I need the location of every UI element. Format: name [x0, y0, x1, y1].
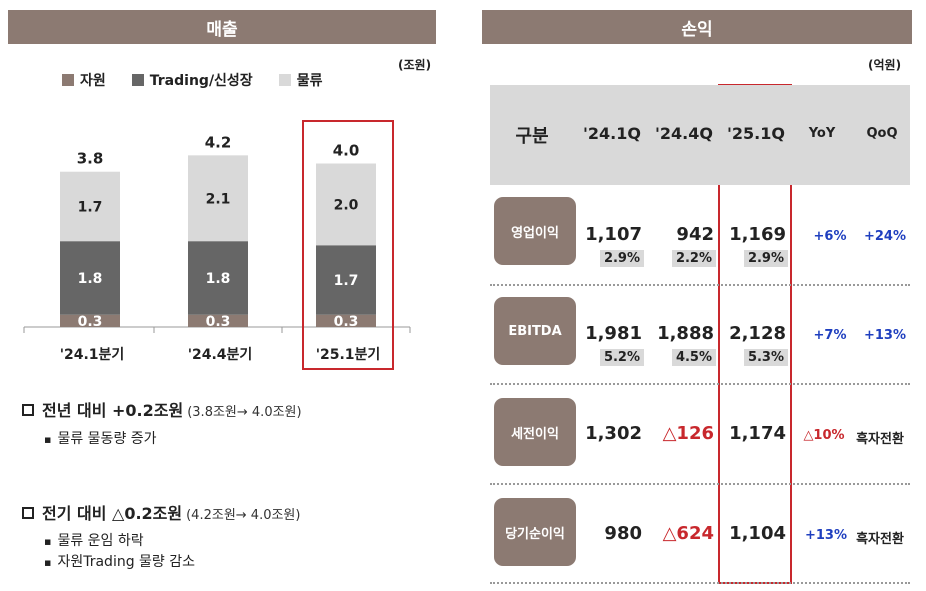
- bar-value-label: 1.7: [334, 273, 359, 289]
- cell-value: 1,174: [729, 423, 786, 444]
- bullet-title-yoy: 전년 대비 +0.2조원 (3.8조원→ 4.0조원): [22, 397, 302, 421]
- bar-value-label: 1.8: [78, 271, 103, 287]
- row-label-ebitda: EBITDA: [494, 297, 576, 365]
- cell-value: 980: [604, 523, 642, 544]
- chart-legend: 자원 Trading/신성장 물류: [62, 70, 322, 90]
- bullet-item: 물류 운임 하락: [44, 530, 143, 550]
- cell-margin: 2.9%: [599, 250, 644, 267]
- legend-label-trading: Trading/신성장: [149, 73, 253, 89]
- bar-segment: [316, 163, 376, 246]
- x-tick-label: '24.1분기: [60, 347, 125, 363]
- bar-total-label: 4.0: [333, 142, 360, 160]
- legend-item-trading: Trading/신성장: [131, 70, 253, 90]
- bar-total-label: 3.8: [77, 150, 104, 168]
- cell-value: 1,981: [585, 323, 642, 344]
- cell-value: 1,107: [585, 224, 642, 245]
- cell-yoy: +13%: [804, 528, 848, 543]
- col-header-24-1q: '24.1Q: [583, 124, 641, 143]
- cell-yoy: +6%: [813, 229, 847, 244]
- legend-item-resource: 자원: [62, 70, 106, 90]
- row-label-operating-profit: 영업이익: [494, 197, 576, 265]
- cell-qoq: 흑자전환: [856, 432, 904, 447]
- cell-value: 1,888: [657, 323, 714, 344]
- chart-highlight-box: [302, 120, 394, 370]
- row-label-net-income: 당기순이익: [494, 498, 576, 566]
- row-separator: [490, 284, 910, 286]
- bullet-title-qoq: 전기 대비 △0.2조원 (4.2조원→ 4.0조원): [22, 500, 300, 524]
- bar-segment: [188, 241, 248, 315]
- col-header-yoy: YoY: [808, 126, 836, 141]
- cell-value: 2,128: [729, 323, 786, 344]
- row-separator: [490, 483, 910, 485]
- legend-swatch-logistics: [278, 74, 291, 86]
- legend-item-logistics: 물류: [278, 70, 323, 90]
- pnl-unit: (억원): [868, 58, 902, 72]
- cell-value: △126: [662, 423, 714, 444]
- bullet-sub-yoy: (3.8조원→ 4.0조원): [187, 405, 302, 420]
- cell-value: 942: [676, 224, 714, 245]
- bullet-sub-qoq: (4.2조원→ 4.0조원): [186, 508, 301, 523]
- bar-total-label: 4.2: [205, 133, 232, 151]
- bullet-title-yoy-text: 전년 대비 +0.2조원: [42, 401, 184, 420]
- bar-value-label: 1.7: [78, 199, 103, 215]
- bar-value-label: 1.8: [206, 271, 231, 287]
- checkbox-square-icon: [22, 507, 34, 519]
- sales-header: 매출: [8, 10, 436, 44]
- cell-yoy: △10%: [803, 428, 845, 443]
- cell-value: 1,302: [585, 423, 642, 444]
- bar-value-label: 0.3: [78, 314, 103, 330]
- col-header-category: 구분: [515, 126, 549, 147]
- legend-label-resource: 자원: [80, 73, 106, 89]
- legend-swatch-trading: [131, 74, 144, 86]
- sales-stacked-bar-chart: 0.3 1.8 1.7 3.8 '24.1분기 0.3 1.8 2.1 4.2 '24.4분기 0.…: [23, 133, 411, 363]
- cell-margin: 5.3%: [743, 349, 788, 366]
- checkbox-square-icon: [22, 404, 34, 416]
- sales-unit: (조원): [398, 58, 432, 72]
- bar-value-label: 0.3: [206, 314, 231, 330]
- bar-value-label: 0.3: [334, 314, 359, 330]
- bar-segment: [316, 314, 376, 327]
- cell-value: △624: [662, 523, 714, 544]
- bar-segment: [188, 314, 248, 327]
- legend-label-logistics: 물류: [296, 73, 323, 89]
- bar-segment: [188, 155, 248, 242]
- cell-qoq: +13%: [863, 328, 907, 343]
- x-tick-label: '25.1분기: [316, 347, 381, 363]
- bullet-title-qoq-text: 전기 대비 △0.2조원: [42, 504, 183, 523]
- col-header-24-4q: '24.4Q: [655, 124, 713, 143]
- col-header-25-1q: '25.1Q: [727, 124, 785, 143]
- row-separator: [490, 582, 910, 584]
- x-tick-label: '24.4분기: [188, 347, 253, 363]
- bar-segment: [60, 171, 120, 242]
- bar-value-label: 2.0: [334, 197, 359, 213]
- bar-segment: [60, 241, 120, 315]
- col-header-qoq: QoQ: [866, 126, 898, 141]
- bullet-item: 물류 물동량 증가: [44, 428, 156, 448]
- cell-value: 1,169: [729, 224, 786, 245]
- cell-qoq: +24%: [863, 229, 907, 244]
- cell-margin: 2.9%: [743, 250, 788, 267]
- legend-swatch-resource: [62, 74, 74, 86]
- pnl-header: 손익: [482, 10, 912, 44]
- bar-segment: [60, 314, 120, 327]
- bullet-item: 자원Trading 물량 감소: [44, 551, 195, 571]
- table-header-row: [490, 85, 910, 185]
- cell-margin: 4.5%: [671, 349, 716, 366]
- cell-value: 1,104: [729, 523, 786, 544]
- bar-segment: [316, 245, 376, 315]
- bar-value-label: 2.1: [206, 191, 231, 207]
- cell-margin: 2.2%: [671, 250, 716, 267]
- cell-yoy: +7%: [813, 328, 847, 343]
- row-label-pretax-income: 세전이익: [494, 398, 576, 466]
- cell-qoq: 흑자전환: [856, 532, 904, 547]
- cell-margin: 5.2%: [599, 349, 644, 366]
- row-separator: [490, 383, 910, 385]
